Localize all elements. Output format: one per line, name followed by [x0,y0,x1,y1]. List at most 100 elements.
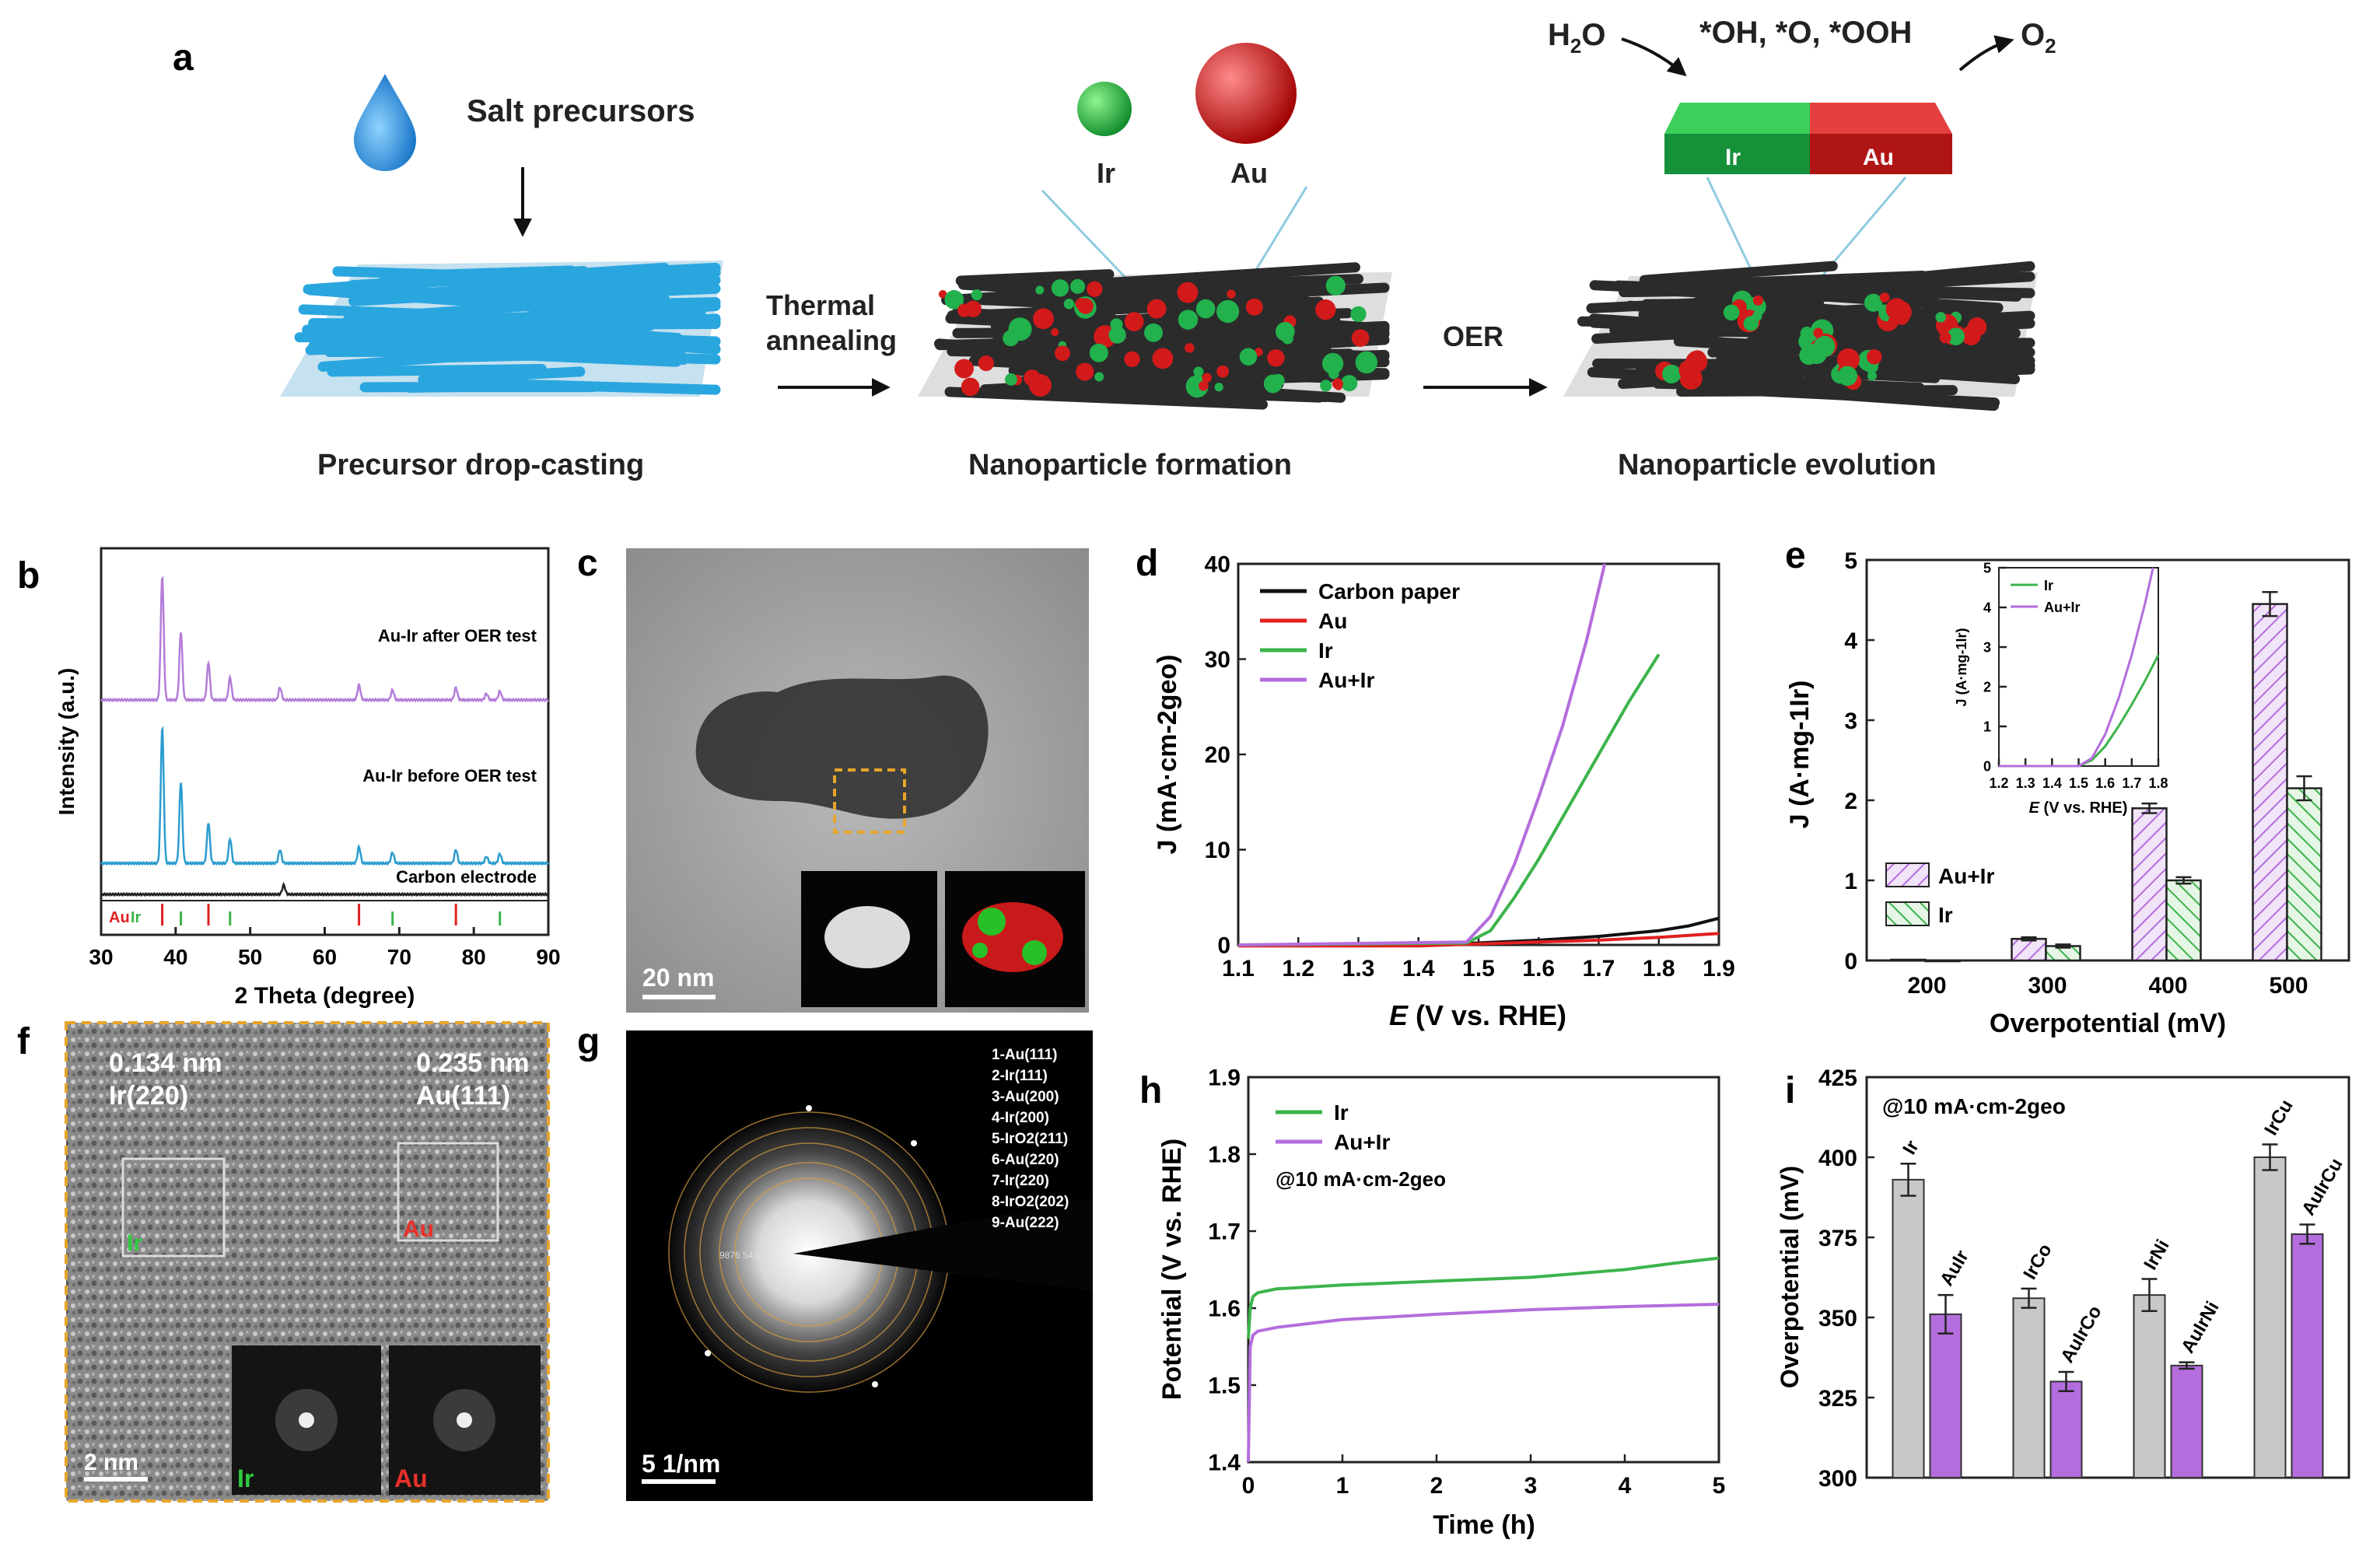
ir-sphere-icon [1077,82,1132,136]
x-tick-label: 1.8 [2148,775,2168,791]
haadf-particle [824,906,910,968]
nanoparticle [1146,299,1167,319]
panel-label-d: d [1136,543,1158,584]
nanotube [502,262,670,283]
nanoparticle [978,355,994,372]
bar [2170,1364,2203,1479]
y-axis-label: J (mA·cm-2geo) [1153,655,1182,855]
x-tick-label: 40 [163,945,187,969]
nanotube [448,285,646,303]
reaction-h2o: H2O [1548,18,1605,58]
nanoparticle [1033,308,1054,330]
bar-label: AuIrNi [2177,1298,2223,1357]
y-tick-label: 20 [1205,743,1230,768]
stability-plot: 0 1 2 3 4 5 1.4 1.5 1.6 1.7 1.8 1.9 Time (h) Potentia… [1157,1065,1725,1541]
nanoparticle [938,289,947,299]
ir-box-label: Ir [127,1230,142,1256]
y-tick-label: 425 [1818,1065,1857,1091]
nanoparticle [1177,282,1199,303]
inset-legend-label: Ir [2044,578,2053,593]
series-line [1237,563,1607,946]
x-tick-label: 4 [1619,1473,1632,1499]
nanotube [944,387,1269,410]
ring-index-label: 9876 54321 [719,1250,769,1261]
eds-ir-spot [972,943,988,958]
y-tick-label: 1 [1844,869,1857,894]
bar [1892,1178,1925,1478]
x-tick-label: 5 [1713,1473,1726,1499]
oer-label: OER [1443,320,1503,352]
fft-au-center [457,1412,472,1428]
x-tick-label: 1.2 [1989,775,2008,791]
nanoparticle [1947,327,1965,345]
ir-region-box [121,1157,226,1258]
nanoparticle [1144,323,1163,342]
bar [2291,1233,2324,1478]
nanoparticle [1193,366,1204,377]
block-ir-label: Ir [1725,145,1741,170]
au-box-label: Au [403,1216,434,1242]
y-tick-label: 5 [1983,560,1991,576]
plot-frame [1237,562,1720,946]
bar-label: AuIrCo [2056,1302,2105,1366]
nanotube [420,300,721,331]
fft-ir-center [299,1412,314,1428]
panel-label-f: f [17,1021,30,1062]
x-axis-label: Overpotential (mV) [1990,1009,2226,1038]
bar [1924,959,1961,963]
y-tick-label: 1.4 [1208,1450,1241,1476]
y-tick-label: 0 [1844,949,1857,974]
nanoparticle [1005,373,1017,386]
saed-ring-legend: 1-Au(111) 2-Ir(111) 3-Au(200) 4-Ir(200) 5-Ir… [992,1047,1069,1231]
y-tick-label: 1.9 [1208,1065,1241,1091]
nanoparticle [1152,348,1174,369]
panel-label-h: h [1139,1070,1162,1111]
nanoparticle [1227,289,1236,299]
nanoparticle [1320,380,1332,392]
reaction-arrow-2 [1958,35,2014,72]
bar-label: Ir [1899,1137,1923,1158]
legend-label: Au+Ir [1334,1130,1390,1154]
nanoparticle [1051,327,1059,337]
nanotube [933,338,1124,362]
nanoparticle [1678,359,1700,381]
y-tick-label: 1.6 [1208,1296,1241,1322]
x-tick-label: 50 [238,945,262,969]
nanoparticle [1077,298,1094,314]
nanoparticle [1267,349,1285,367]
bar [2165,879,2202,962]
nanoparticle [1245,298,1263,316]
bar [1929,1313,1962,1478]
nanoparticle [1024,369,1041,387]
y-tick-label: 10 [1205,838,1230,863]
nanotube [1760,336,1916,349]
nanotube [1639,261,1838,285]
nanoparticle [1185,343,1195,353]
nanoparticle [1752,311,1762,321]
x-tick-label: 400 [2148,973,2187,999]
bar [2133,1294,2166,1479]
plot-frame [1865,558,2350,962]
nanoparticle [1967,317,1987,337]
nanotube [1619,284,1835,298]
x-tick-label: 1.4 [1402,956,1435,981]
reaction-o2: O2 [2021,18,2056,58]
y-tick-label: 375 [1818,1226,1857,1251]
nanoparticle [1202,373,1212,383]
inset-plot: 1.2 1.3 1.4 1.5 1.6 1.7 1.8 0 1 2 3 4 5 E (V vs. RHE)… [1954,560,2168,817]
nanoparticle [1350,306,1367,322]
legend-label: Carbon paper [1318,579,1460,604]
panel-a: a Salt precursors Precursor drop-casting… [173,16,2056,481]
step1-label: Precursor drop-casting [317,449,644,481]
bar-label: IrCo [2019,1240,2056,1283]
zoom-line-left [1041,189,1129,282]
y-tick-label: 2 [1844,789,1857,814]
bar [2011,937,2047,962]
panel-label-i: i [1785,1070,1795,1111]
nanoparticle [1328,369,1339,380]
bar [2049,1380,2083,1479]
nanoparticle [1063,298,1075,310]
x-tick-label: 1.2 [1282,956,1314,981]
nanotube [418,366,586,385]
y-tick-label: 1.7 [1208,1219,1241,1245]
